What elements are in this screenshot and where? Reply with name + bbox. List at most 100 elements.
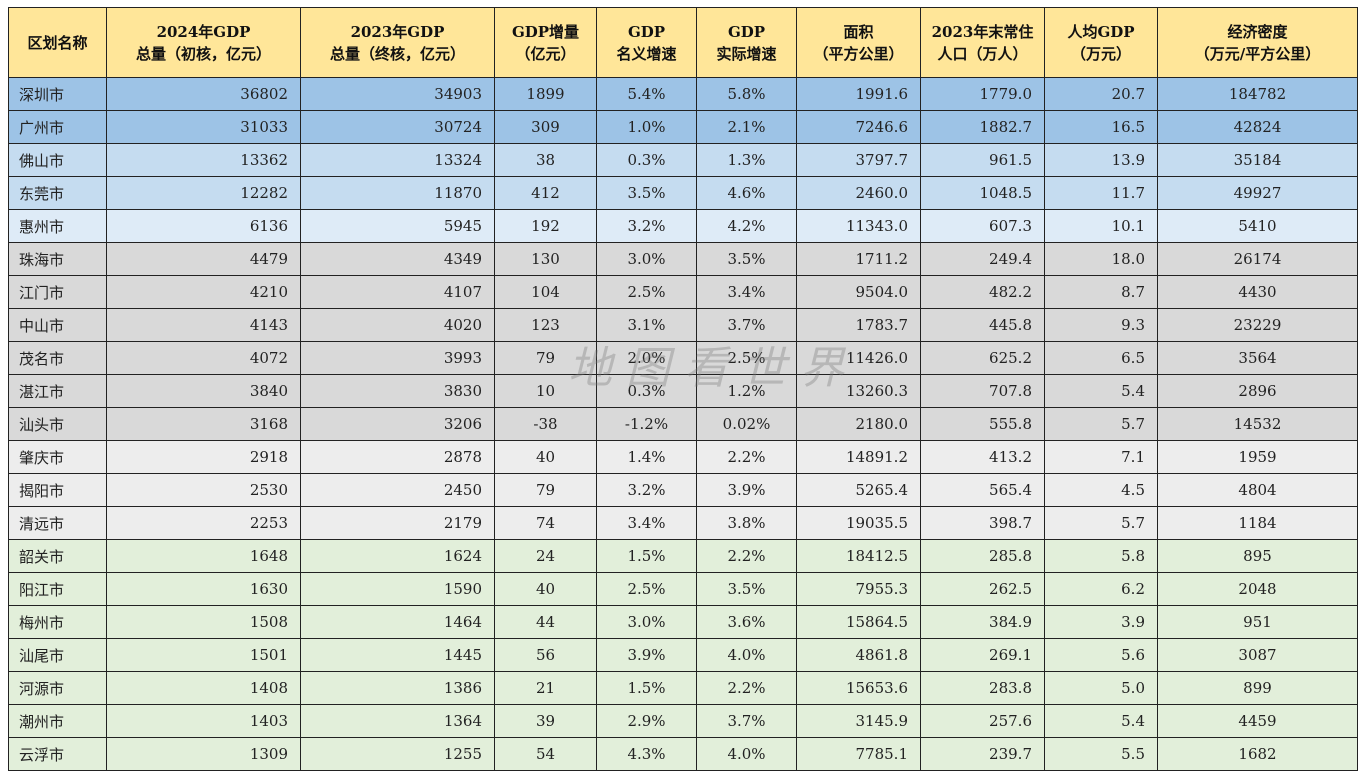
city-name-cell: 深圳市 bbox=[8, 77, 107, 111]
gdp-per-capita-cell: 5.5 bbox=[1044, 737, 1158, 771]
economic-density-cell: 4430 bbox=[1157, 275, 1358, 309]
gdp-increase-cell: 79 bbox=[494, 473, 597, 507]
population-cell: 607.3 bbox=[920, 209, 1045, 243]
economic-density-cell: 2048 bbox=[1157, 572, 1358, 606]
economic-density-cell: 2896 bbox=[1157, 374, 1358, 408]
population-cell: 285.8 bbox=[920, 539, 1045, 573]
area-cell: 2180.0 bbox=[796, 407, 921, 441]
gdp-2024-cell: 4479 bbox=[106, 242, 301, 276]
city-name-cell: 广州市 bbox=[8, 110, 107, 144]
area-cell: 1783.7 bbox=[796, 308, 921, 342]
real-growth-cell: 4.0% bbox=[696, 638, 797, 672]
gdp-increase-cell: 309 bbox=[494, 110, 597, 144]
real-growth-cell: 5.8% bbox=[696, 77, 797, 111]
nominal-growth-cell: 3.5% bbox=[596, 176, 697, 210]
gdp-increase-cell: 74 bbox=[494, 506, 597, 540]
gdp-2024-cell: 4072 bbox=[106, 341, 301, 375]
column-header-line: 总量（终核，亿元） bbox=[329, 44, 465, 63]
gdp-per-capita-cell: 5.4 bbox=[1044, 374, 1158, 408]
gdp-2023-cell: 2179 bbox=[300, 506, 495, 540]
gdp-increase-cell: 1899 bbox=[494, 77, 597, 111]
nominal-growth-cell: 2.9% bbox=[596, 704, 697, 738]
table-row: 韶关市 1648 1624 24 1.5% 2.2% 18412.5 285.8 5.8 895 bbox=[8, 539, 1358, 573]
nominal-growth-cell: 2.0% bbox=[596, 341, 697, 375]
table-row: 湛江市 3840 3830 10 0.3% 1.2% 13260.3 707.8 5.4 2896 bbox=[8, 374, 1358, 408]
table-row: 惠州市 6136 5945 192 3.2% 4.2% 11343.0 607.3 10.1 54… bbox=[8, 209, 1358, 243]
gdp-2023-cell: 4020 bbox=[300, 308, 495, 342]
gdp-per-capita-cell: 5.6 bbox=[1044, 638, 1158, 672]
gdp-2024-cell: 1648 bbox=[106, 539, 301, 573]
city-name-cell: 中山市 bbox=[8, 308, 107, 342]
gdp-increase-cell: 38 bbox=[494, 143, 597, 177]
gdp-per-capita-cell: 18.0 bbox=[1044, 242, 1158, 276]
real-growth-cell: 2.2% bbox=[696, 539, 797, 573]
gdp-2023-cell: 1590 bbox=[300, 572, 495, 606]
gdp-per-capita-cell: 10.1 bbox=[1044, 209, 1158, 243]
column-header-line: （平方公里） bbox=[813, 44, 904, 63]
gdp-2024-cell: 1508 bbox=[106, 605, 301, 639]
economic-density-cell: 5410 bbox=[1157, 209, 1358, 243]
economic-density-cell: 3087 bbox=[1157, 638, 1358, 672]
gdp-increase-cell: 412 bbox=[494, 176, 597, 210]
gdp-2024-cell: 1630 bbox=[106, 572, 301, 606]
economic-density-cell: 35184 bbox=[1157, 143, 1358, 177]
real-growth-cell: 3.5% bbox=[696, 242, 797, 276]
real-growth-cell: 3.6% bbox=[696, 605, 797, 639]
economic-density-cell: 4804 bbox=[1157, 473, 1358, 507]
gdp-per-capita-cell: 20.7 bbox=[1044, 77, 1158, 111]
area-cell: 11343.0 bbox=[796, 209, 921, 243]
real-growth-cell: 3.9% bbox=[696, 473, 797, 507]
population-cell: 269.1 bbox=[920, 638, 1045, 672]
column-header-line: 区划名称 bbox=[27, 33, 88, 52]
gdp-per-capita-cell: 5.7 bbox=[1044, 506, 1158, 540]
gdp-2023-cell: 4107 bbox=[300, 275, 495, 309]
population-cell: 1779.0 bbox=[920, 77, 1045, 111]
nominal-growth-cell: 0.3% bbox=[596, 143, 697, 177]
table-body: 深圳市 36802 34903 1899 5.4% 5.8% 1991.6 1779.0 20.… bbox=[8, 77, 1358, 771]
column-header-line: 2023年GDP bbox=[350, 22, 445, 41]
nominal-growth-cell: 0.3% bbox=[596, 374, 697, 408]
gdp-increase-cell: 79 bbox=[494, 341, 597, 375]
gdp-2023-cell: 1386 bbox=[300, 671, 495, 705]
column-header-line: 实际增速 bbox=[716, 44, 777, 63]
table-row: 云浮市 1309 1255 54 4.3% 4.0% 7785.1 239.7 5.5 1682 bbox=[8, 737, 1358, 771]
real-growth-cell: 3.7% bbox=[696, 308, 797, 342]
economic-density-cell: 899 bbox=[1157, 671, 1358, 705]
real-growth-cell: 2.1% bbox=[696, 110, 797, 144]
column-header: 经济密度 （万元/平方公里） bbox=[1157, 7, 1358, 78]
gdp-2024-cell: 2530 bbox=[106, 473, 301, 507]
nominal-growth-cell: 4.3% bbox=[596, 737, 697, 771]
table-row: 清远市 2253 2179 74 3.4% 3.8% 19035.5 398.7 5.7 1184 bbox=[8, 506, 1358, 540]
city-name-cell: 珠海市 bbox=[8, 242, 107, 276]
table-row: 肇庆市 2918 2878 40 1.4% 2.2% 14891.2 413.2 7.1 1959 bbox=[8, 440, 1358, 474]
economic-density-cell: 23229 bbox=[1157, 308, 1358, 342]
economic-density-cell: 1184 bbox=[1157, 506, 1358, 540]
gdp-2023-cell: 1445 bbox=[300, 638, 495, 672]
nominal-growth-cell: 3.9% bbox=[596, 638, 697, 672]
gdp-per-capita-cell: 7.1 bbox=[1044, 440, 1158, 474]
column-header-line: 2023年末常住 bbox=[931, 22, 1034, 41]
population-cell: 625.2 bbox=[920, 341, 1045, 375]
gdp-per-capita-cell: 13.9 bbox=[1044, 143, 1158, 177]
column-header-line: GDP增量 bbox=[511, 22, 580, 41]
gdp-increase-cell: 104 bbox=[494, 275, 597, 309]
area-cell: 7955.3 bbox=[796, 572, 921, 606]
column-header-line: GDP bbox=[627, 22, 666, 41]
table-row: 佛山市 13362 13324 38 0.3% 1.3% 3797.7 961.5 13.9 35… bbox=[8, 143, 1358, 177]
gdp-increase-cell: 56 bbox=[494, 638, 597, 672]
gdp-2024-cell: 3168 bbox=[106, 407, 301, 441]
table-row: 广州市 31033 30724 309 1.0% 2.1% 7246.6 1882.7 16.5… bbox=[8, 110, 1358, 144]
economic-density-cell: 1682 bbox=[1157, 737, 1358, 771]
gdp-2024-cell: 12282 bbox=[106, 176, 301, 210]
population-cell: 239.7 bbox=[920, 737, 1045, 771]
real-growth-cell: 1.3% bbox=[696, 143, 797, 177]
column-header: 2024年GDP 总量（初核，亿元） bbox=[106, 7, 301, 78]
table-row: 潮州市 1403 1364 39 2.9% 3.7% 3145.9 257.6 5.4 4459 bbox=[8, 704, 1358, 738]
area-cell: 3145.9 bbox=[796, 704, 921, 738]
area-cell: 18412.5 bbox=[796, 539, 921, 573]
gdp-2024-cell: 2918 bbox=[106, 440, 301, 474]
gdp-2023-cell: 13324 bbox=[300, 143, 495, 177]
population-cell: 257.6 bbox=[920, 704, 1045, 738]
city-name-cell: 江门市 bbox=[8, 275, 107, 309]
city-name-cell: 潮州市 bbox=[8, 704, 107, 738]
